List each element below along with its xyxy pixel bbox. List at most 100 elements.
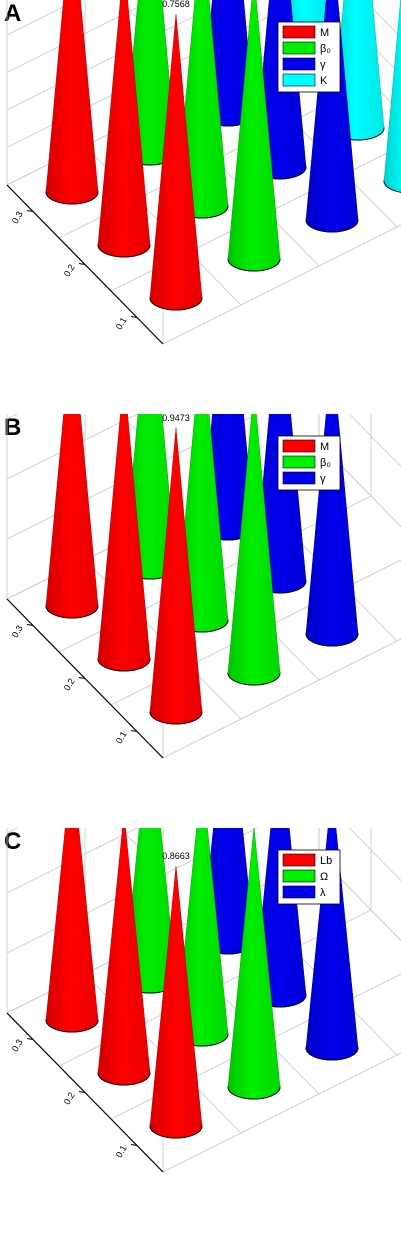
cone-chart-c: 0.30.20.10.00.20.40.60.81.0Nns0.86550.86…: [6, 828, 401, 1173]
y-tick-label: 0.2: [62, 1091, 77, 1107]
cone-rim: [45, 1019, 99, 1033]
cone: 0.9455: [97, 414, 151, 672]
legend-swatch: [282, 455, 316, 469]
cone: 0.8661: [97, 828, 151, 1086]
cone-rim: [97, 658, 151, 672]
legend-swatch: [282, 439, 316, 453]
floor-gridline: [162, 1052, 401, 1173]
cone-chart-b: 0.30.20.10.00.20.40.60.81.0Nu0.94470.947…: [6, 414, 401, 759]
cone: 0.7568: [227, 0, 281, 272]
cone-rim: [305, 1047, 359, 1061]
panel-a: A 0.30.20.10.00.10.20.30.40.50.60.70.8Cf…: [0, 0, 401, 414]
y-tick: [130, 730, 138, 732]
panel-letter: B: [4, 414, 22, 441]
cone: 0.8658: [45, 828, 99, 1033]
cone-rim: [305, 633, 359, 647]
floor-gridline: [318, 442, 401, 528]
y-tick-label: 0.3: [10, 624, 25, 640]
cone: 0.7568: [383, 0, 401, 193]
cone-rim: [149, 711, 203, 725]
legend-swatch: [282, 471, 316, 485]
cones: 0.75570.76540.76020.76010.75620.76110.75…: [45, 0, 401, 311]
z-gridline: [6, 0, 401, 148]
legend: Mβ₀ γK: [277, 21, 341, 93]
cone-rim: [45, 191, 99, 205]
y-tick-label: 0.3: [10, 1038, 25, 1054]
y-tick: [78, 263, 86, 265]
y-tick-label: 0.1: [114, 1144, 129, 1160]
z-gridline: [6, 0, 401, 73]
cone-rim: [45, 605, 99, 619]
cone-rim: [227, 1086, 281, 1100]
cone: 0.9438: [45, 414, 99, 619]
cone: 0.7568: [305, 0, 359, 233]
legend-label: Ω: [320, 871, 328, 883]
legend-label: K: [320, 75, 328, 87]
cone: 0.9473: [305, 414, 359, 647]
z-gridline: [6, 0, 401, 111]
cone-rim: [227, 672, 281, 686]
legend-swatch: [282, 25, 316, 39]
y-tick-label: 0.3: [10, 210, 25, 226]
legend-swatch: [282, 73, 316, 87]
legend: Mβ₀ γ: [277, 435, 341, 491]
cone: 0.9473: [149, 414, 203, 725]
legend-swatch: [282, 41, 316, 55]
cone-rim: [305, 219, 359, 233]
legend-label: M: [320, 27, 329, 39]
legend-swatch: [282, 869, 316, 883]
legend: Lb Ωλ: [277, 849, 341, 905]
cone: 0.8663: [149, 851, 203, 1139]
legend-swatch: [282, 885, 316, 899]
y-tick: [26, 210, 34, 212]
floor-gridline: [162, 224, 401, 345]
cone: 0.7601: [45, 0, 99, 205]
legend-label: λ: [320, 887, 326, 899]
cone: 0.9473: [227, 414, 281, 686]
y-tick-label: 0.2: [62, 677, 77, 693]
y-tick: [78, 677, 86, 679]
legend-label: γ: [320, 59, 326, 71]
cone-rim: [97, 244, 151, 258]
cone-rim: [97, 1072, 151, 1086]
floor-gridline: [318, 856, 401, 942]
cone: 0.8663: [305, 828, 359, 1061]
legend-swatch: [282, 57, 316, 71]
cone-chart-a: 0.30.20.10.00.10.20.30.40.50.60.70.8Cf0.…: [6, 0, 401, 345]
y-tick: [26, 1038, 34, 1040]
data-label: 0.9473: [162, 414, 190, 423]
y-tick: [78, 1091, 86, 1093]
panel-letter: A: [4, 0, 22, 27]
z-gridline: [6, 414, 401, 540]
y-tick-label: 0.1: [114, 730, 129, 746]
z-gridline: [6, 828, 401, 954]
y-tick-label: 0.2: [62, 263, 77, 279]
y-tick-label: 0.1: [114, 316, 129, 332]
legend-label: β₀: [320, 43, 331, 55]
legend-label: γ: [320, 473, 326, 485]
legend-label: β₀: [320, 457, 331, 469]
y-tick: [130, 316, 138, 318]
panel-c: C 0.30.20.10.00.20.40.60.81.0Nns0.86550.…: [0, 828, 401, 1242]
cone-rim: [383, 180, 401, 193]
cones: 0.86550.86620.86580.86590.86630.86610.86…: [45, 828, 359, 1139]
legend-swatch: [282, 853, 316, 867]
legend-label: M: [320, 441, 329, 453]
z-gridline: [6, 828, 138, 894]
data-label: 0.7568: [162, 0, 190, 9]
cone: 0.7584: [97, 0, 151, 258]
panel-letter: C: [4, 828, 22, 855]
cone: 0.8663: [227, 828, 281, 1100]
floor-gridline: [162, 638, 401, 759]
z-gridline: [6, 414, 138, 480]
y-tick: [130, 1144, 138, 1146]
legend-label: Lb: [320, 855, 332, 867]
cone-rim: [149, 1125, 203, 1139]
cones: 0.94470.94730.94380.9460.94730.94550.947…: [45, 414, 359, 725]
cone-rim: [227, 258, 281, 272]
y-tick: [26, 624, 34, 626]
panel-b: B 0.30.20.10.00.20.40.60.81.0Nu0.94470.9…: [0, 414, 401, 828]
data-label: 0.8663: [162, 851, 190, 861]
cone: 0.7568: [149, 0, 203, 311]
cone-rim: [149, 297, 203, 311]
